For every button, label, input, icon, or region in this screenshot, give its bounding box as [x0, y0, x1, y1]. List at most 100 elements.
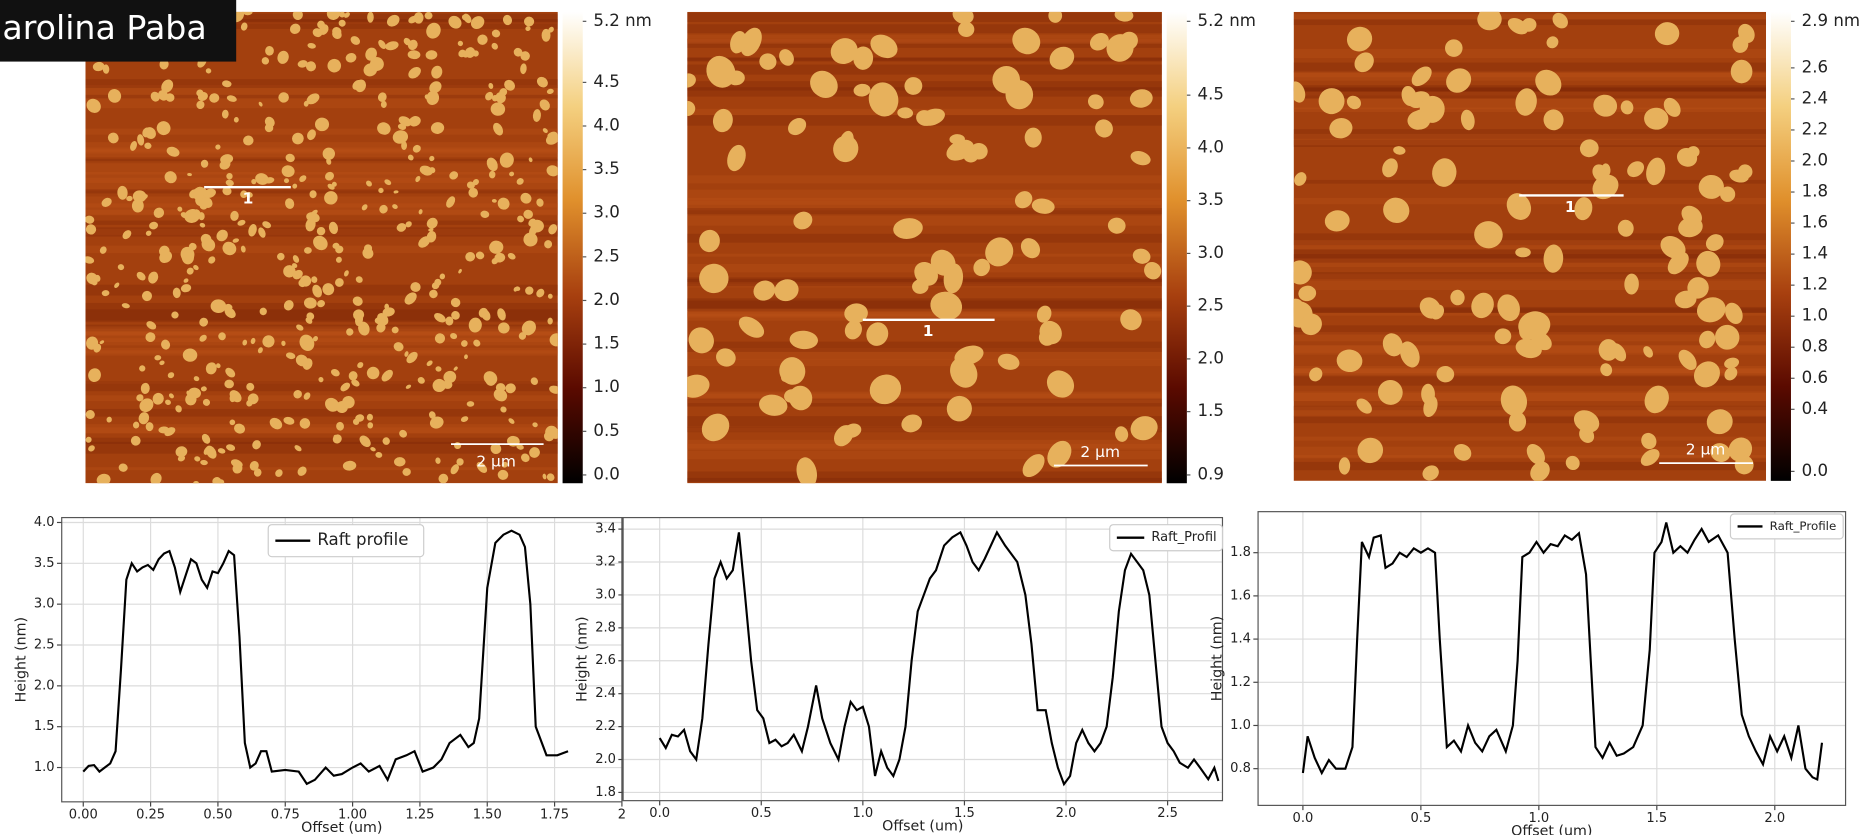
afm-feature — [136, 394, 144, 402]
afm-feature — [796, 457, 818, 484]
afm-scan-line — [687, 471, 1162, 482]
afm-feature — [546, 88, 554, 95]
afm-scan-line — [687, 341, 1162, 352]
afm-feature — [475, 251, 485, 260]
afm-feature — [536, 198, 544, 207]
afm-scan-line — [687, 298, 1162, 310]
afm-feature — [377, 122, 391, 135]
afm-scan-line — [1293, 139, 1767, 147]
afm-feature — [1663, 97, 1681, 117]
afm-feature — [505, 383, 516, 394]
afm-feature — [346, 328, 354, 336]
afm-feature — [188, 211, 201, 223]
afm-feature — [1494, 328, 1512, 345]
afm-feature — [464, 47, 476, 58]
afm-feature — [200, 233, 212, 245]
afm-feature — [378, 187, 384, 194]
afm-feature — [870, 34, 898, 59]
afm-feature — [1724, 357, 1740, 369]
afm-feature — [1047, 440, 1072, 468]
afm-feature — [1419, 95, 1445, 123]
colorbar-tick-label: 3.5 — [1198, 190, 1224, 209]
afm-scan-line — [687, 200, 1162, 211]
afm-feature — [205, 445, 217, 459]
afm-feature — [300, 275, 312, 287]
afm-feature — [292, 263, 298, 269]
afm-feature — [292, 255, 300, 263]
afm-feature — [311, 209, 318, 215]
afm-feature — [325, 171, 335, 181]
afm-feature — [473, 339, 481, 347]
afm-feature — [1046, 370, 1075, 398]
afm-feature — [101, 197, 112, 207]
afm-feature — [513, 47, 523, 57]
afm-feature — [429, 155, 435, 162]
afm-feature — [122, 230, 132, 240]
afm-feature — [914, 261, 938, 286]
afm-feature — [398, 116, 412, 127]
afm-feature — [232, 238, 240, 243]
afm-feature — [930, 291, 963, 321]
plot-frame — [61, 516, 623, 803]
afm-feature — [1293, 260, 1312, 285]
afm-feature — [429, 81, 442, 94]
afm-feature — [242, 339, 248, 346]
afm-feature — [523, 232, 538, 247]
afm-feature — [210, 299, 227, 314]
afm-scan-line — [687, 57, 1162, 61]
afm-feature — [699, 229, 720, 253]
afm-feature — [85, 224, 97, 235]
afm-feature — [145, 230, 152, 236]
colorbar-tick-label: 0.0 — [593, 464, 619, 483]
x-tick-label: 1.25 — [405, 807, 434, 822]
afm-feature — [305, 218, 316, 232]
afm-feature — [226, 95, 237, 102]
afm-feature — [727, 144, 746, 172]
afm-feature — [426, 360, 433, 367]
legend-label: Raft_Profil — [1151, 530, 1216, 545]
afm-scan-line — [85, 163, 558, 175]
afm-scan-line — [687, 175, 1162, 184]
afm-feature — [1698, 174, 1724, 199]
afm-feature — [379, 204, 388, 214]
afm-feature — [418, 236, 431, 248]
afm-feature — [243, 135, 254, 146]
afm-feature — [261, 57, 270, 65]
afm-feature — [738, 316, 765, 338]
afm-feature — [88, 368, 101, 382]
x-tick-label: 0.50 — [203, 807, 232, 822]
afm-feature — [92, 61, 105, 72]
afm-feature — [1579, 139, 1599, 158]
y-tick-label: 1.8 — [595, 785, 616, 800]
afm-scan-line — [687, 308, 1162, 317]
afm-feature — [1518, 311, 1551, 340]
afm-feature — [144, 142, 152, 150]
y-axis-title: Height (nm) — [575, 616, 591, 701]
afm-feature — [740, 27, 762, 57]
afm-feature — [396, 223, 407, 232]
afm-feature — [417, 377, 425, 384]
afm-feature — [188, 387, 202, 399]
afm-scan-line — [1293, 85, 1767, 92]
y-tick-label: 1.4 — [1230, 632, 1251, 647]
afm-feature — [294, 445, 302, 452]
afm-feature — [186, 390, 192, 397]
afm-feature — [248, 224, 257, 237]
afm-feature — [150, 472, 162, 484]
afm-scan-line — [687, 233, 1162, 243]
afm-feature — [1543, 244, 1564, 273]
afm-feature — [536, 288, 545, 298]
afm-feature — [215, 144, 221, 150]
afm-feature — [222, 187, 232, 196]
x-tick-label: 1.0 — [852, 806, 873, 821]
afm-feature — [1444, 39, 1463, 57]
afm-scan-line — [85, 142, 558, 152]
afm-feature — [516, 178, 524, 185]
afm-feature — [200, 386, 207, 392]
afm-feature — [405, 384, 412, 389]
colorbar-tick-label: 1.5 — [593, 334, 619, 353]
afm-feature — [242, 11, 253, 16]
afm-feature — [99, 340, 105, 345]
name-tag-box — [0, 0, 237, 62]
afm-feature — [247, 393, 259, 405]
